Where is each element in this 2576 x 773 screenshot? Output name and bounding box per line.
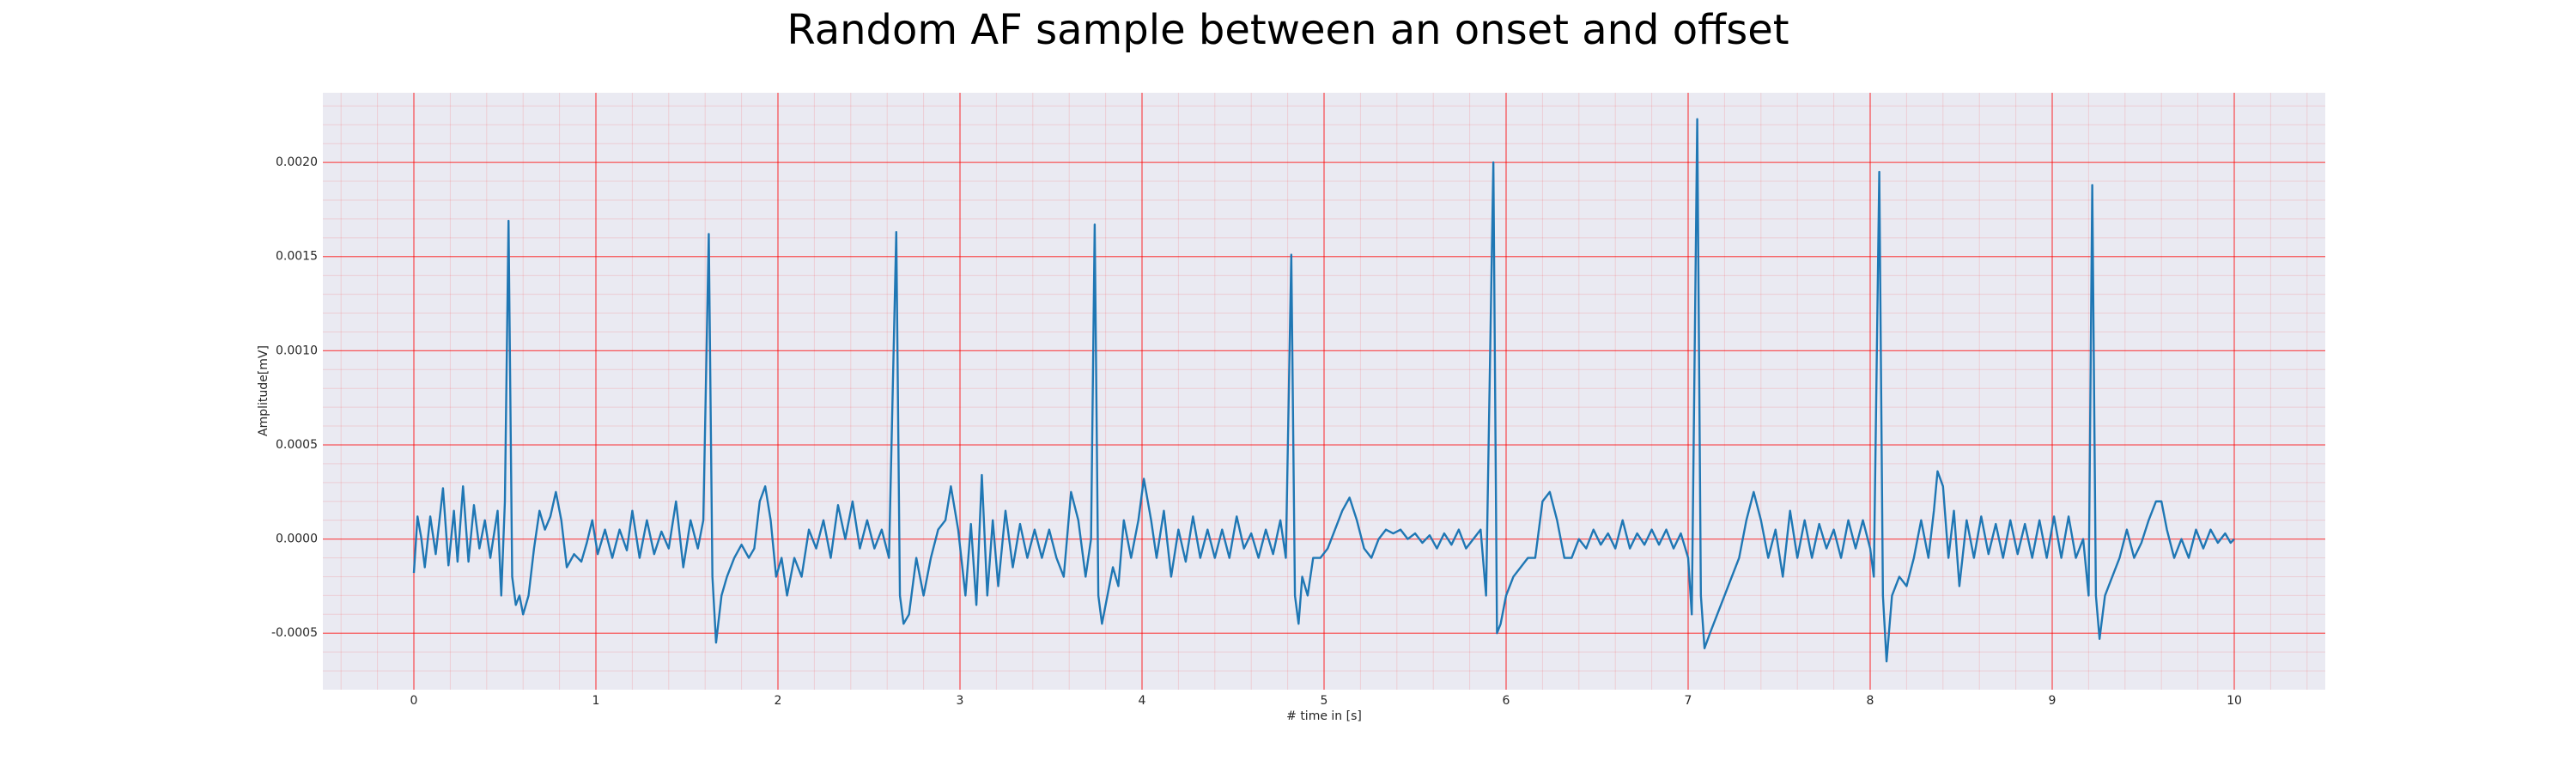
y-tick-label: 0.0015: [276, 250, 318, 264]
signal-line: [412, 118, 2235, 663]
x-tick-label: 9: [2049, 694, 2057, 708]
x-tick-label: 4: [1139, 694, 1146, 708]
y-tick-label: 0.0000: [276, 533, 318, 546]
x-tick-label: 0: [410, 694, 418, 708]
x-tick-label: 5: [1321, 694, 1328, 708]
x-tick-label: 6: [1503, 694, 1510, 708]
x-tick-label: 2: [775, 694, 782, 708]
y-tick-label: 0.0010: [276, 344, 318, 357]
y-tick-label: -0.0005: [271, 626, 318, 640]
y-tick-label: 0.0005: [276, 438, 318, 452]
x-tick-label: 10: [2227, 694, 2242, 708]
x-axis-label: # time in [s]: [1286, 709, 1362, 723]
chart-title: Random AF sample between an onset and of…: [787, 6, 1789, 54]
x-tick-label: 3: [957, 694, 964, 708]
x-tick-label: 1: [592, 694, 600, 708]
y-axis-label: Amplitude[mV]: [257, 345, 270, 436]
x-tick-label: 7: [1685, 694, 1692, 708]
x-tick-label: 8: [1867, 694, 1874, 708]
y-tick-label: 0.0020: [276, 155, 318, 169]
